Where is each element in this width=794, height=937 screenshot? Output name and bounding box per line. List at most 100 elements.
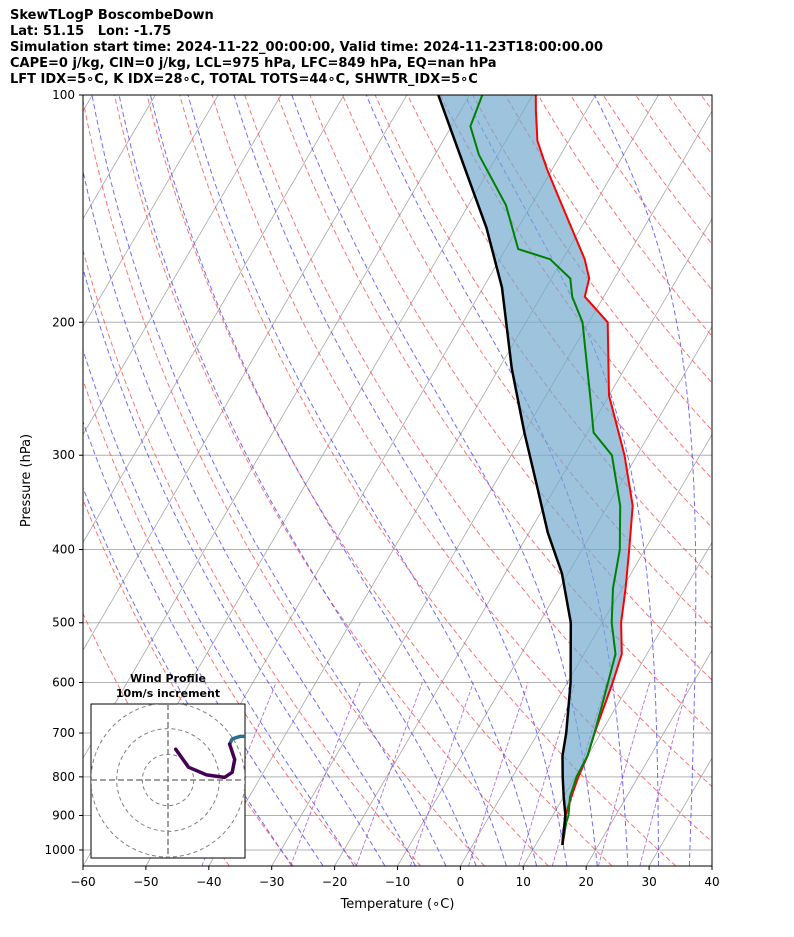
isotherm-line: [648, 757, 712, 866]
hodograph-upper: [173, 742, 237, 780]
x-tick-label: −60: [70, 875, 95, 889]
x-tick-label: −50: [133, 875, 158, 889]
wind-barb: [711, 277, 712, 279]
x-tick-label: −10: [385, 875, 410, 889]
x-tick-label: 40: [704, 875, 719, 889]
hodograph-lower: [227, 734, 245, 746]
wind-barb: [711, 505, 712, 506]
wind-barb: [711, 763, 712, 765]
chart-title-indices: LFT IDX=5∘C, K IDX=28∘C, TOTAL TOTS=44∘C…: [10, 72, 478, 87]
moist-adiabat: [83, 420, 324, 866]
moist-adiabat: [187, 95, 538, 866]
isotherm-line: [585, 649, 712, 866]
mixing-ratio-line: [290, 682, 361, 866]
dry-adiabat: [635, 95, 712, 200]
wind-barb: [711, 732, 712, 734]
wind-barb: [711, 367, 712, 369]
wind-barb: [711, 807, 712, 809]
dry-adiabat: [83, 98, 485, 866]
moist-adiabat: [594, 95, 697, 866]
wind-barb: [711, 850, 712, 852]
temperature-line: [534, 95, 634, 846]
y-tick-label: 400: [52, 543, 75, 557]
wind-barb: [711, 608, 712, 610]
x-tick-label: −30: [259, 875, 284, 889]
moist-adiabat: [91, 95, 447, 866]
isotherm-line: [83, 95, 93, 112]
y-tick-label: 800: [52, 770, 75, 784]
isotherm-line: [83, 95, 408, 652]
mixing-ratio-line: [409, 682, 474, 866]
chart-title-times: Simulation start time: 2024-11-22_00:00:…: [10, 40, 603, 55]
wind-barb: [711, 556, 712, 558]
moist-adiabat: [83, 348, 355, 866]
y-tick-label: 600: [52, 676, 75, 690]
hodograph-plot: [91, 704, 245, 858]
dry-adiabat: [733, 95, 794, 866]
dry-adiabat: [113, 95, 549, 866]
isotherm-line: [711, 865, 712, 866]
x-tick-label: −40: [196, 875, 221, 889]
moist-adiabat: [233, 95, 568, 866]
moist-adiabat: [83, 266, 386, 866]
dry-adiabat: [83, 248, 422, 866]
wind-barb: [711, 784, 712, 785]
dry-adiabat: [667, 95, 712, 156]
wind-barb: [711, 653, 712, 654]
y-tick-label: 200: [52, 315, 75, 329]
isotherm-line: [522, 541, 712, 866]
y-tick-label: 1000: [44, 843, 75, 857]
mixing-ratio-line: [597, 682, 651, 866]
hodograph-title: Wind Profile: [130, 672, 206, 685]
dry-adiabat: [146, 95, 613, 866]
x-axis-label: Temperature (∘C): [340, 897, 455, 912]
dry-adiabat: [211, 95, 712, 843]
y-tick-label: 300: [52, 448, 75, 462]
isotherm-line: [460, 433, 712, 866]
cape-cin-area: [438, 95, 633, 845]
x-tick-label: 0: [457, 875, 465, 889]
wind-barb: [711, 708, 712, 709]
moist-adiabat: [118, 95, 477, 866]
mixing-ratio-line: [518, 682, 576, 866]
isotherm-line: [83, 95, 345, 544]
moist-adiabat: [720, 95, 750, 866]
chart-title-stability: CAPE=0 j/kg, CIN=0 j/kg, LCL=975 hPa, LF…: [10, 56, 497, 71]
dewpoint-line: [469, 95, 622, 846]
mixing-ratio-line: [355, 682, 423, 866]
dry-adiabat: [276, 95, 712, 734]
wind-barb: [711, 180, 712, 182]
x-tick-label: 10: [516, 875, 531, 889]
isotherm-line: [83, 95, 282, 436]
hodograph-subtitle: 10m/s increment: [116, 687, 220, 700]
wind-barb: [711, 832, 712, 834]
wind-barb: [711, 321, 712, 323]
dry-adiabat: [700, 95, 712, 111]
dry-adiabat: [83, 498, 294, 866]
dry-adiabat: [309, 95, 712, 681]
dry-adiabat: [602, 95, 712, 245]
isotherm-line: [775, 95, 794, 866]
dry-adiabat: [179, 95, 677, 866]
y-tick-label: 900: [52, 808, 75, 822]
mixing-ratio-line: [639, 682, 689, 866]
moist-adiabat: [150, 95, 507, 866]
mixing-ratio-line: [468, 682, 529, 866]
x-tick-label: 20: [579, 875, 594, 889]
wind-barb: [711, 823, 712, 825]
y-tick-label: 100: [52, 88, 75, 102]
y-tick-label: 700: [52, 726, 75, 740]
wind-barb: [711, 857, 712, 859]
moist-adiabat: [291, 95, 598, 866]
x-tick-label: 30: [641, 875, 656, 889]
wind-barb: [711, 227, 712, 228]
wind-barb: [711, 407, 712, 409]
wind-barb: [711, 140, 712, 141]
isotherm-line: [83, 95, 219, 328]
moist-adiabat: [83, 169, 416, 866]
isotherm-line: [208, 95, 659, 866]
wind-barb: [711, 454, 712, 456]
chart-title-station: SkewTLogP BoscombeDown: [10, 8, 214, 23]
dry-adiabat: [83, 378, 358, 866]
